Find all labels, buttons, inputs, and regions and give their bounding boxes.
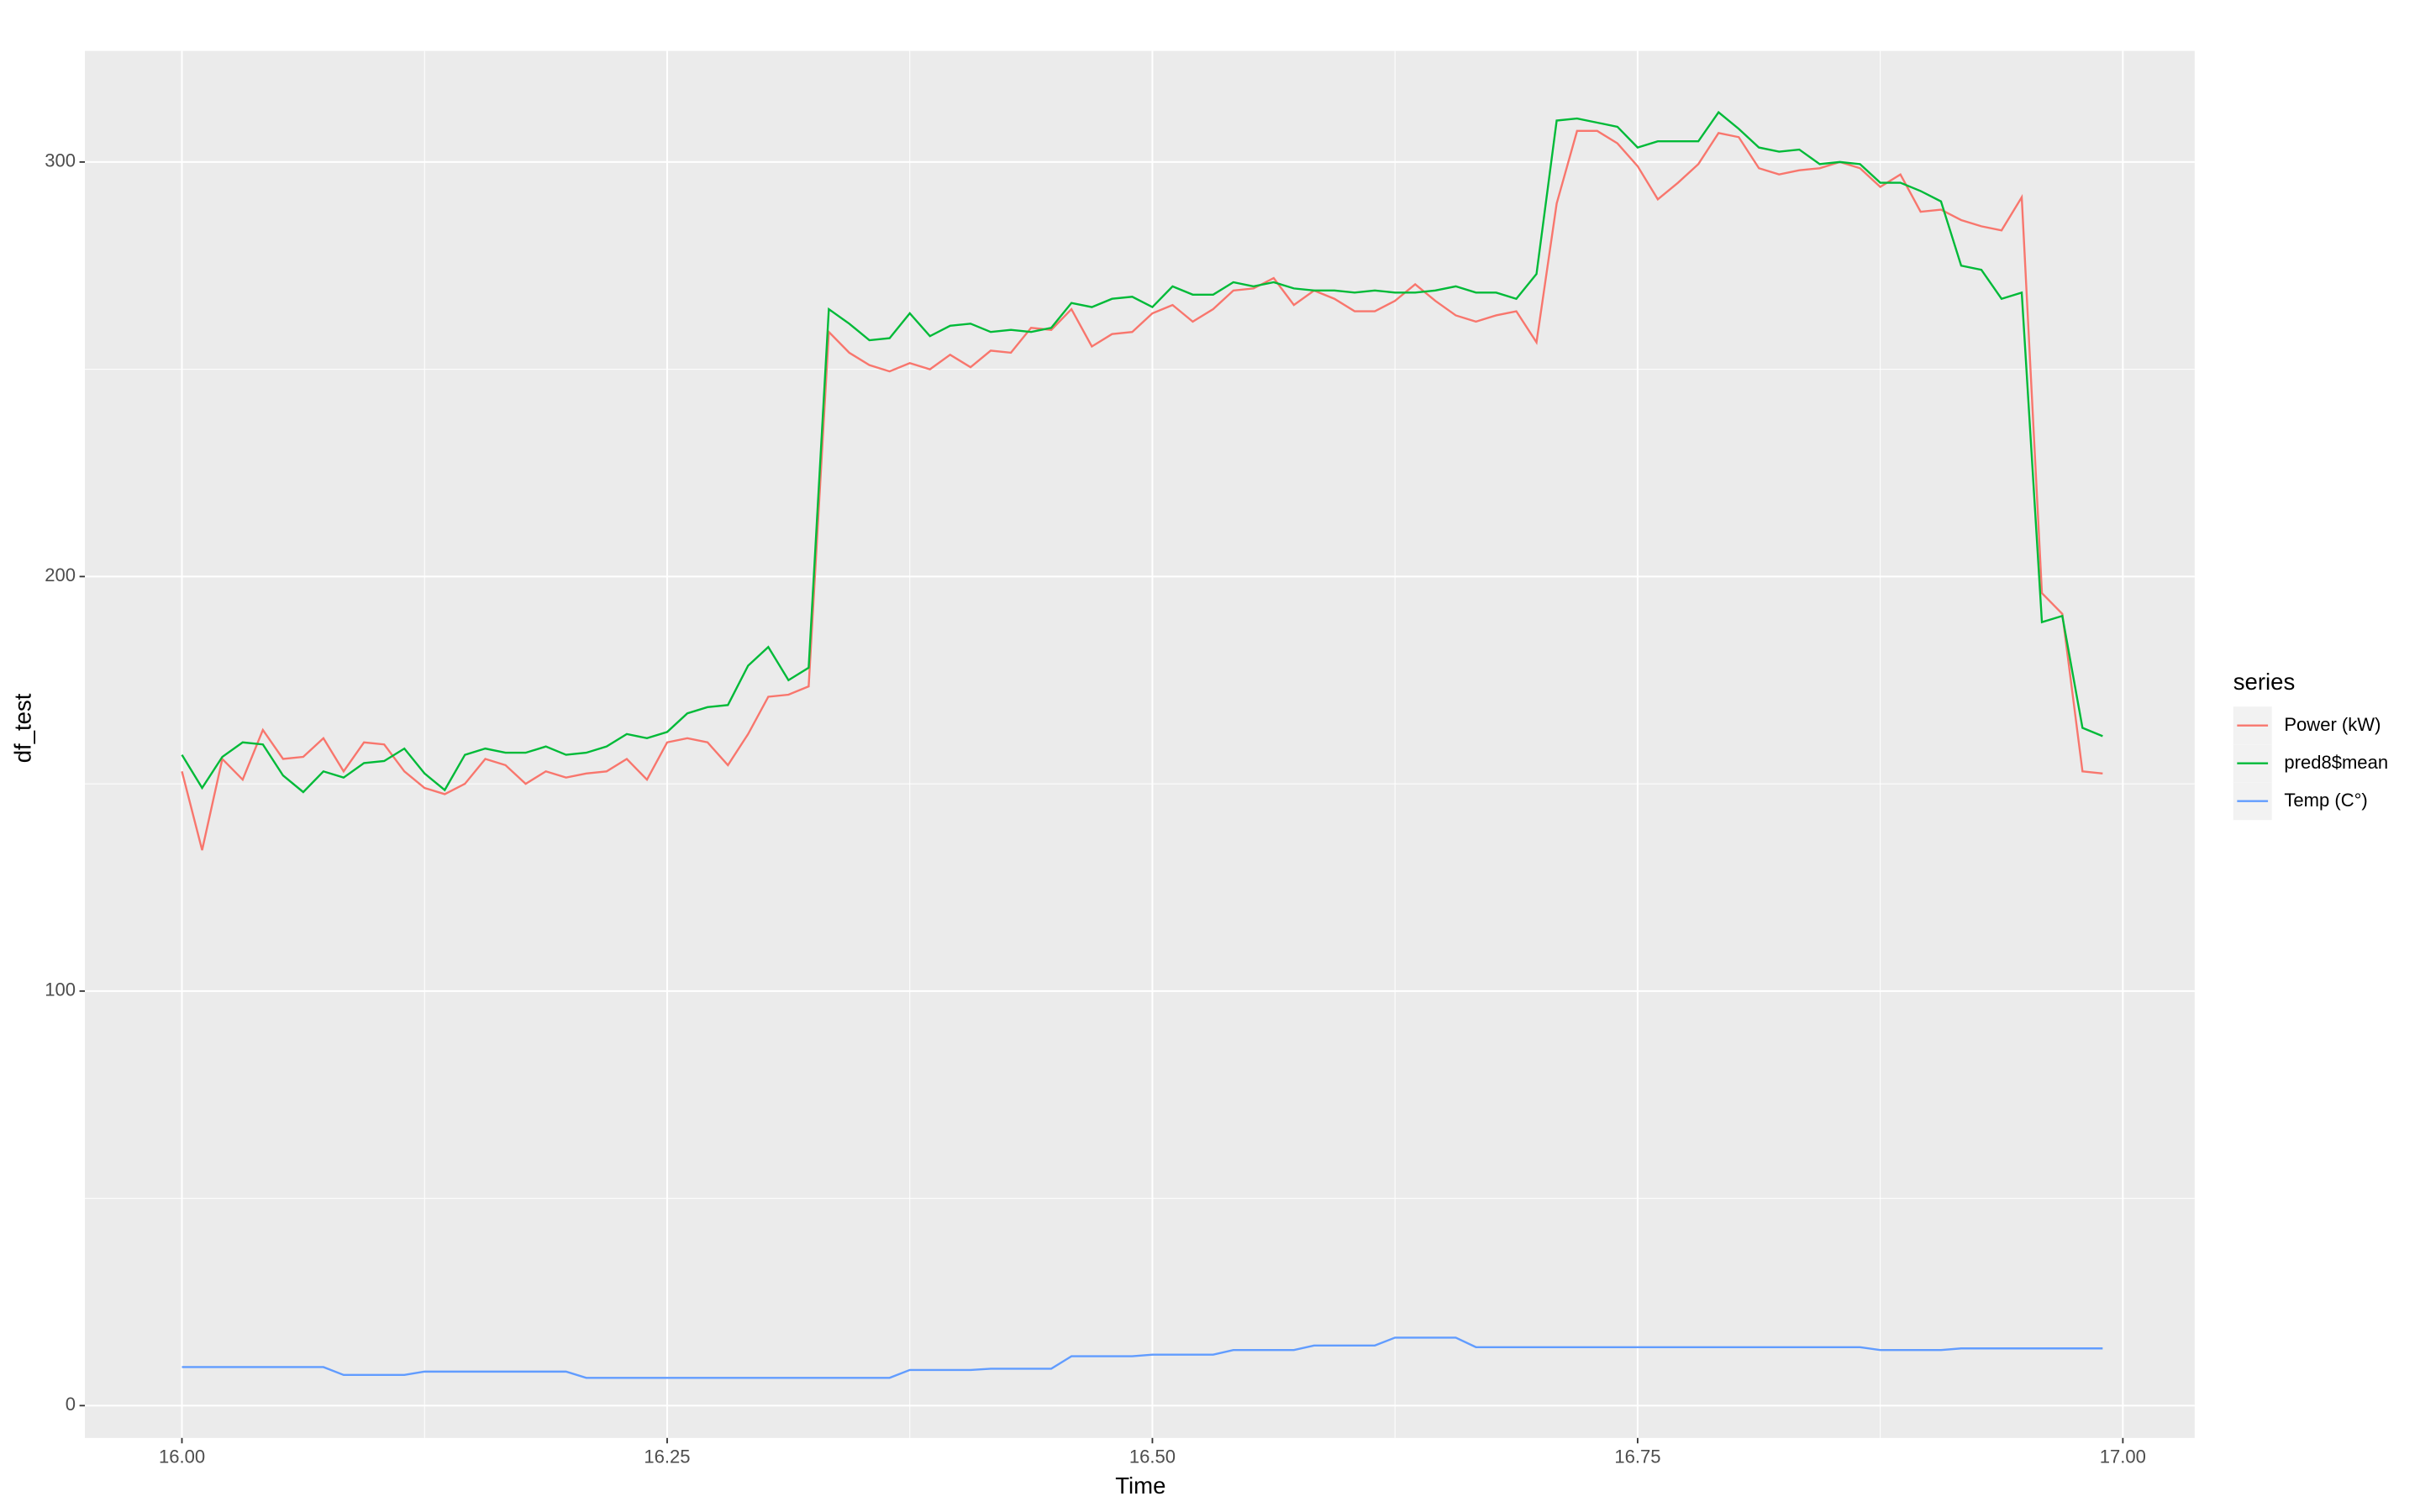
x-tick-label: 17.00 [2100,1446,2146,1467]
y-tick-label: 300 [45,150,76,171]
y-tick-label: 0 [66,1394,76,1415]
y-axis-title: df_test [10,693,36,763]
panel [85,50,2195,1438]
legend-label: pred8$mean [2284,752,2388,773]
x-axis-title: Time [1115,1473,1165,1499]
y-tick-label: 100 [45,979,76,1000]
series-line [181,129,2103,851]
legend-label: Power (kW) [2284,714,2381,735]
y-tick-label: 200 [45,564,76,585]
legend-label: Temp (C°) [2284,790,2367,811]
x-tick-label: 16.25 [644,1446,690,1467]
x-tick-label: 16.75 [1614,1446,1660,1467]
x-tick-label: 16.50 [1129,1446,1176,1467]
legend-title: series [2233,669,2295,695]
x-tick-label: 16.00 [159,1446,205,1467]
series-line [182,1336,2103,1379]
series-line [181,110,2103,794]
